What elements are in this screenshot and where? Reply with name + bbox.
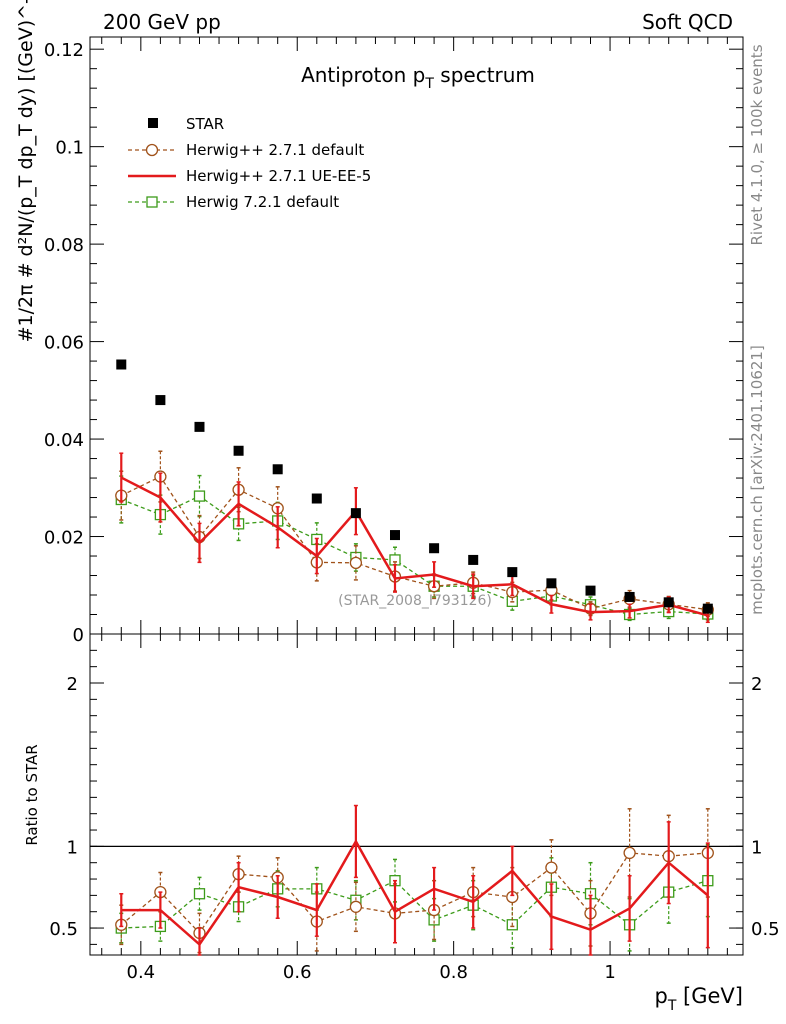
top-star-point <box>663 597 674 608</box>
top-star-point <box>546 578 557 589</box>
top-star-point <box>429 543 440 554</box>
top-y-tick-label: 0 <box>73 625 84 646</box>
top-star-point <box>507 567 518 578</box>
ratio-y-tick-label-right: 2 <box>751 674 762 695</box>
top-star-point <box>350 508 361 519</box>
ratio-plot-frame <box>89 633 744 956</box>
legend-marker-star <box>148 118 158 128</box>
top-star-series <box>116 359 713 614</box>
ratio-herwig-2-7-1-ue-ee-5-line <box>121 838 709 947</box>
top-data-layer <box>115 359 714 624</box>
top-herwig-7-2-1-default-line <box>121 495 708 616</box>
ratio-herwig-2-7-1-ue-ee-5-series <box>119 804 710 956</box>
ratio-y-axis-label: Ratio to STAR <box>23 744 41 845</box>
top-herwig-2-7-1-default-line <box>120 475 708 611</box>
legend-entry-herwigpp-default: Herwig++ 2.7.1 default <box>128 141 364 159</box>
top-star-point <box>389 530 400 541</box>
analysis-watermark: (STAR_2008_I793126) <box>338 593 492 609</box>
top-star-point <box>194 421 205 432</box>
ratio-y-tick-label-left: 1 <box>67 837 78 858</box>
top-y-axis-label: #1/2π # d²N/(p_T dp_T dy) [(GeV)^-2] <box>15 0 37 342</box>
legend-marker-herwig7 <box>146 196 158 208</box>
top-star-point <box>624 591 635 602</box>
legend-label-herwig7: Herwig 7.2.1 default <box>186 193 339 211</box>
top-plot-title: Antiproton pT spectrum <box>301 63 535 92</box>
ratio-herwig-2-7-1-default-point <box>545 861 558 874</box>
top-star-point <box>585 585 596 596</box>
legend-entry-herwig7: Herwig 7.2.1 default <box>128 193 339 211</box>
ratio-y-tick-label-right: 0.5 <box>751 919 780 940</box>
top-star-point <box>233 445 244 456</box>
ratio-y-tick-label-right: 1 <box>751 837 762 858</box>
ratio-herwig-2-7-1-default-line <box>120 852 708 934</box>
top-herwig-2-7-1-ue-ee-5-line <box>120 476 709 617</box>
top-y-tick-label: 0.08 <box>44 235 84 256</box>
legend: STAR Herwig++ 2.7.1 default Herwig++ 2.7… <box>128 115 371 211</box>
top-y-tick-label: 0.12 <box>44 40 84 61</box>
ratio-y-tick-label-left: 2 <box>67 674 78 695</box>
top-y-tick-label: 0.06 <box>44 333 84 354</box>
top-y-tick-label: 0.1 <box>55 138 84 159</box>
top-star-point <box>311 493 322 504</box>
axes-layer: 0 0.02 0.04 0.06 0.08 0.1 0.12 0.5 0.5 1 1 2 2 0.4 0.6… <box>44 37 780 983</box>
ratio-herwig-2-7-1-default-series <box>115 808 714 954</box>
ratio-herwig-2-7-1-default-point <box>623 846 636 860</box>
top-y-tick-label: 0.02 <box>44 528 84 549</box>
ratio-y-tick-label-left: 0.5 <box>49 919 78 940</box>
top-herwig-2-7-1-default-series <box>115 450 714 618</box>
x-tick-label: 0.6 <box>283 962 312 983</box>
legend-label-star: STAR <box>186 115 224 133</box>
ratio-herwig-2-7-1-default-point <box>349 900 363 913</box>
side-events-label: Rivet 4.1.0, ≥ 100k events <box>748 44 766 245</box>
legend-label-herwigpp-default: Herwig++ 2.7.1 default <box>186 141 364 159</box>
side-site-label: mcplots.cern.ch [arXiv:2401.10621] <box>748 345 766 615</box>
ratio-data-layer <box>115 804 714 956</box>
ratio-herwig-7-2-1-default-line <box>121 879 708 929</box>
header-left: 200 GeV pp <box>103 10 221 34</box>
top-herwig-2-7-1-default-point <box>349 556 363 569</box>
top-star-point <box>468 554 479 565</box>
top-star-point <box>155 395 166 406</box>
top-y-tick-label: 0.04 <box>44 430 84 451</box>
top-herwig-7-2-1-default-point <box>193 490 206 502</box>
legend-marker-herwigpp-default <box>145 143 159 157</box>
legend-entry-star: STAR <box>148 115 224 133</box>
x-tick-label: 1 <box>604 962 615 983</box>
legend-entry-herwigpp-ue: Herwig++ 2.7.1 UE-EE-5 <box>128 167 371 185</box>
top-star-point <box>116 359 127 370</box>
legend-label-herwigpp-ue: Herwig++ 2.7.1 UE-EE-5 <box>186 167 371 185</box>
ratio-herwig-7-2-1-default-point <box>193 888 206 900</box>
top-star-point <box>702 603 713 614</box>
top-star-point <box>272 464 283 475</box>
x-tick-label: 0.4 <box>127 962 156 983</box>
x-axis-label: pT [GeV] <box>654 984 743 1014</box>
x-tick-label: 0.8 <box>439 962 468 983</box>
header-right: Soft QCD <box>642 10 733 34</box>
